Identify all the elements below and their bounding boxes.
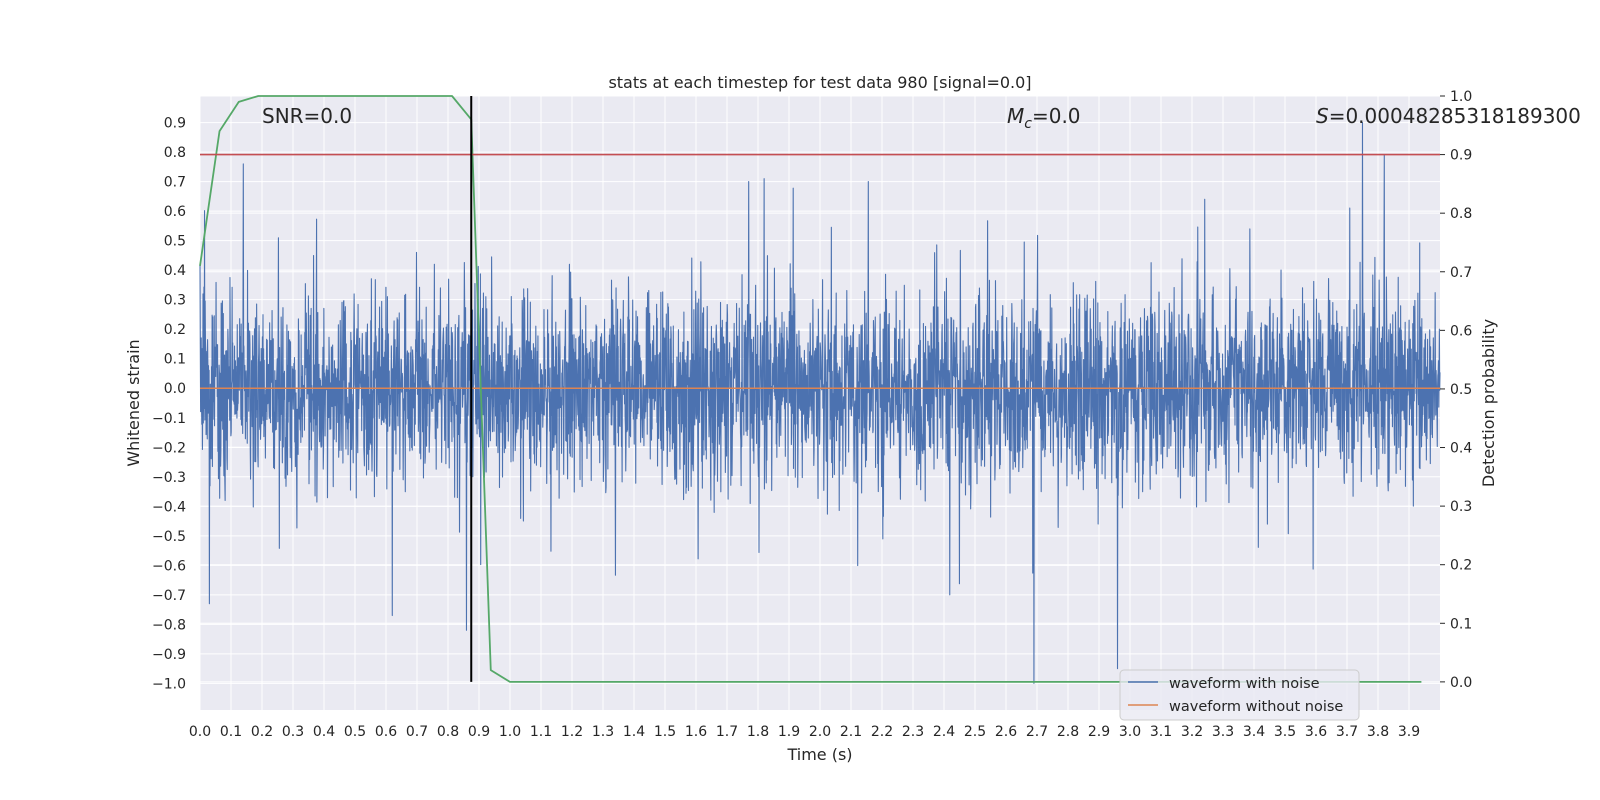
y-tick-label: 0.9 bbox=[164, 116, 186, 132]
s-symbol: S bbox=[1316, 104, 1329, 128]
x-tick-label: 1.2 bbox=[561, 724, 583, 740]
tick-labels: 0.0 0.1 0.2 0.3 0.4 0.5 0.6 0.7 0.8 0.9 1.0 1.1 1.2 1… bbox=[152, 89, 1472, 740]
x-tick-label: 0.3 bbox=[282, 724, 304, 740]
y2-tick-label: 0.9 bbox=[1450, 148, 1472, 164]
y-tick-label: −1.0 bbox=[152, 676, 186, 692]
y-tick-label: 0.5 bbox=[164, 234, 186, 250]
x-tick-label: 2.8 bbox=[1057, 724, 1079, 740]
chirp-mass-subscript: c bbox=[1024, 116, 1032, 132]
x-tick-label: 2.0 bbox=[809, 724, 831, 740]
x-tick-label: 2.1 bbox=[840, 724, 862, 740]
y-tick-label: 0.0 bbox=[164, 381, 186, 397]
y2-tick-label: 0.1 bbox=[1450, 616, 1472, 632]
y-tick-label: −0.4 bbox=[152, 499, 186, 515]
x-tick-label: 0.0 bbox=[189, 724, 211, 740]
x-tick-label: 1.0 bbox=[499, 724, 521, 740]
x-tick-label: 3.5 bbox=[1274, 724, 1296, 740]
legend-box bbox=[1119, 669, 1360, 721]
y2-tick-label: 0.7 bbox=[1450, 265, 1472, 281]
y-tick-label: −0.7 bbox=[152, 588, 186, 604]
legend: waveform with noise waveform without noi… bbox=[1119, 669, 1360, 721]
y-tick-label: −0.5 bbox=[152, 529, 186, 545]
x-tick-label: 1.9 bbox=[778, 724, 800, 740]
x-tick-label: 0.2 bbox=[251, 724, 273, 740]
x-tick-label: 1.5 bbox=[654, 724, 676, 740]
x-tick-label: 2.4 bbox=[933, 724, 955, 740]
x-tick-label: 2.3 bbox=[902, 724, 924, 740]
x-tick-label: 0.7 bbox=[406, 724, 428, 740]
x-tick-label: 3.4 bbox=[1243, 724, 1265, 740]
y-tick-label: −0.2 bbox=[152, 440, 186, 456]
x-tick-label: 3.7 bbox=[1336, 724, 1358, 740]
y-tick-label: 0.6 bbox=[164, 204, 186, 220]
y2-tick-label: 0.4 bbox=[1450, 441, 1472, 457]
y-axis-title: Whitened strain bbox=[124, 339, 143, 466]
x-tick-label: 0.8 bbox=[437, 724, 459, 740]
x-tick-label: 2.5 bbox=[964, 724, 986, 740]
detection-probability-series bbox=[199, 95, 1422, 683]
x-tick-label: 3.1 bbox=[1150, 724, 1172, 740]
x-tick-label: 0.5 bbox=[344, 724, 366, 740]
x-tick-label: 1.6 bbox=[685, 724, 707, 740]
s-value: =0.00048285318189300 bbox=[1329, 104, 1581, 128]
x-tick-label: 2.2 bbox=[871, 724, 893, 740]
x-tick-label: 3.8 bbox=[1367, 724, 1389, 740]
y-tick-label: −0.3 bbox=[152, 470, 186, 486]
x-tick-label: 0.1 bbox=[220, 724, 242, 740]
y-tick-label: −0.1 bbox=[152, 411, 186, 427]
chirp-mass-symbol: M bbox=[1007, 104, 1024, 128]
y2-tick-label: 0.0 bbox=[1450, 675, 1472, 691]
y2-tick-label: 0.6 bbox=[1450, 323, 1472, 339]
y2-tick-label: 1.0 bbox=[1450, 89, 1472, 105]
y-tick-label: 0.1 bbox=[164, 352, 186, 368]
y-tick-label: −0.9 bbox=[152, 647, 186, 663]
y-tick-label: 0.2 bbox=[164, 322, 186, 338]
chirp-mass-value: =0.0 bbox=[1032, 104, 1081, 128]
y2-tick-label: 0.5 bbox=[1450, 382, 1472, 398]
x-tick-label: 2.9 bbox=[1088, 724, 1110, 740]
snr-annotation: SNR=0.0 bbox=[262, 104, 352, 128]
x-tick-label: 3.9 bbox=[1398, 724, 1420, 740]
s-annotation: S=0.00048285318189300 bbox=[1316, 104, 1581, 128]
y-tick-label: 0.8 bbox=[164, 145, 186, 161]
y2-tick-label: 0.3 bbox=[1450, 499, 1472, 515]
x-tick-label: 3.0 bbox=[1119, 724, 1141, 740]
y-tick-label: −0.6 bbox=[152, 558, 186, 574]
reference-lines bbox=[200, 96, 1440, 682]
x-tick-label: 1.3 bbox=[592, 724, 614, 740]
waveform-with-noise-line bbox=[199, 122, 1441, 684]
x-tick-label: 1.7 bbox=[716, 724, 738, 740]
x-tick-label: 2.7 bbox=[1026, 724, 1048, 740]
x-tick-label: 0.6 bbox=[375, 724, 397, 740]
x-tick-label: 1.8 bbox=[747, 724, 769, 740]
x-tick-label: 3.3 bbox=[1212, 724, 1234, 740]
x-tick-label: 0.4 bbox=[313, 724, 335, 740]
y-tick-label: 0.7 bbox=[164, 175, 186, 191]
y-tick-label: −0.8 bbox=[152, 617, 186, 633]
y2-axis-title: Detection probability bbox=[1479, 319, 1498, 487]
x-axis-title: Time (s) bbox=[786, 745, 852, 764]
x-tick-label: 0.9 bbox=[468, 724, 490, 740]
x-tick-label: 2.6 bbox=[995, 724, 1017, 740]
y-tick-label: 0.4 bbox=[164, 263, 186, 279]
legend-label-noise: waveform with noise bbox=[1169, 676, 1320, 692]
legend-label-clean: waveform without noise bbox=[1169, 699, 1343, 715]
y2-tick-label: 0.2 bbox=[1450, 558, 1472, 574]
y-tick-label: 0.3 bbox=[164, 293, 186, 309]
x-tick-label: 3.2 bbox=[1181, 724, 1203, 740]
y2-tick-label: 0.8 bbox=[1450, 206, 1472, 222]
x-tick-label: 3.6 bbox=[1305, 724, 1327, 740]
chart-title: stats at each timestep for test data 980… bbox=[608, 73, 1031, 92]
waveform-with-noise-series bbox=[199, 122, 1441, 684]
x-tick-label: 1.1 bbox=[530, 724, 552, 740]
chirp-mass-annotation: Mc=0.0 bbox=[1007, 104, 1081, 132]
detection-probability-line bbox=[199, 95, 1422, 683]
x-tick-label: 1.4 bbox=[623, 724, 645, 740]
